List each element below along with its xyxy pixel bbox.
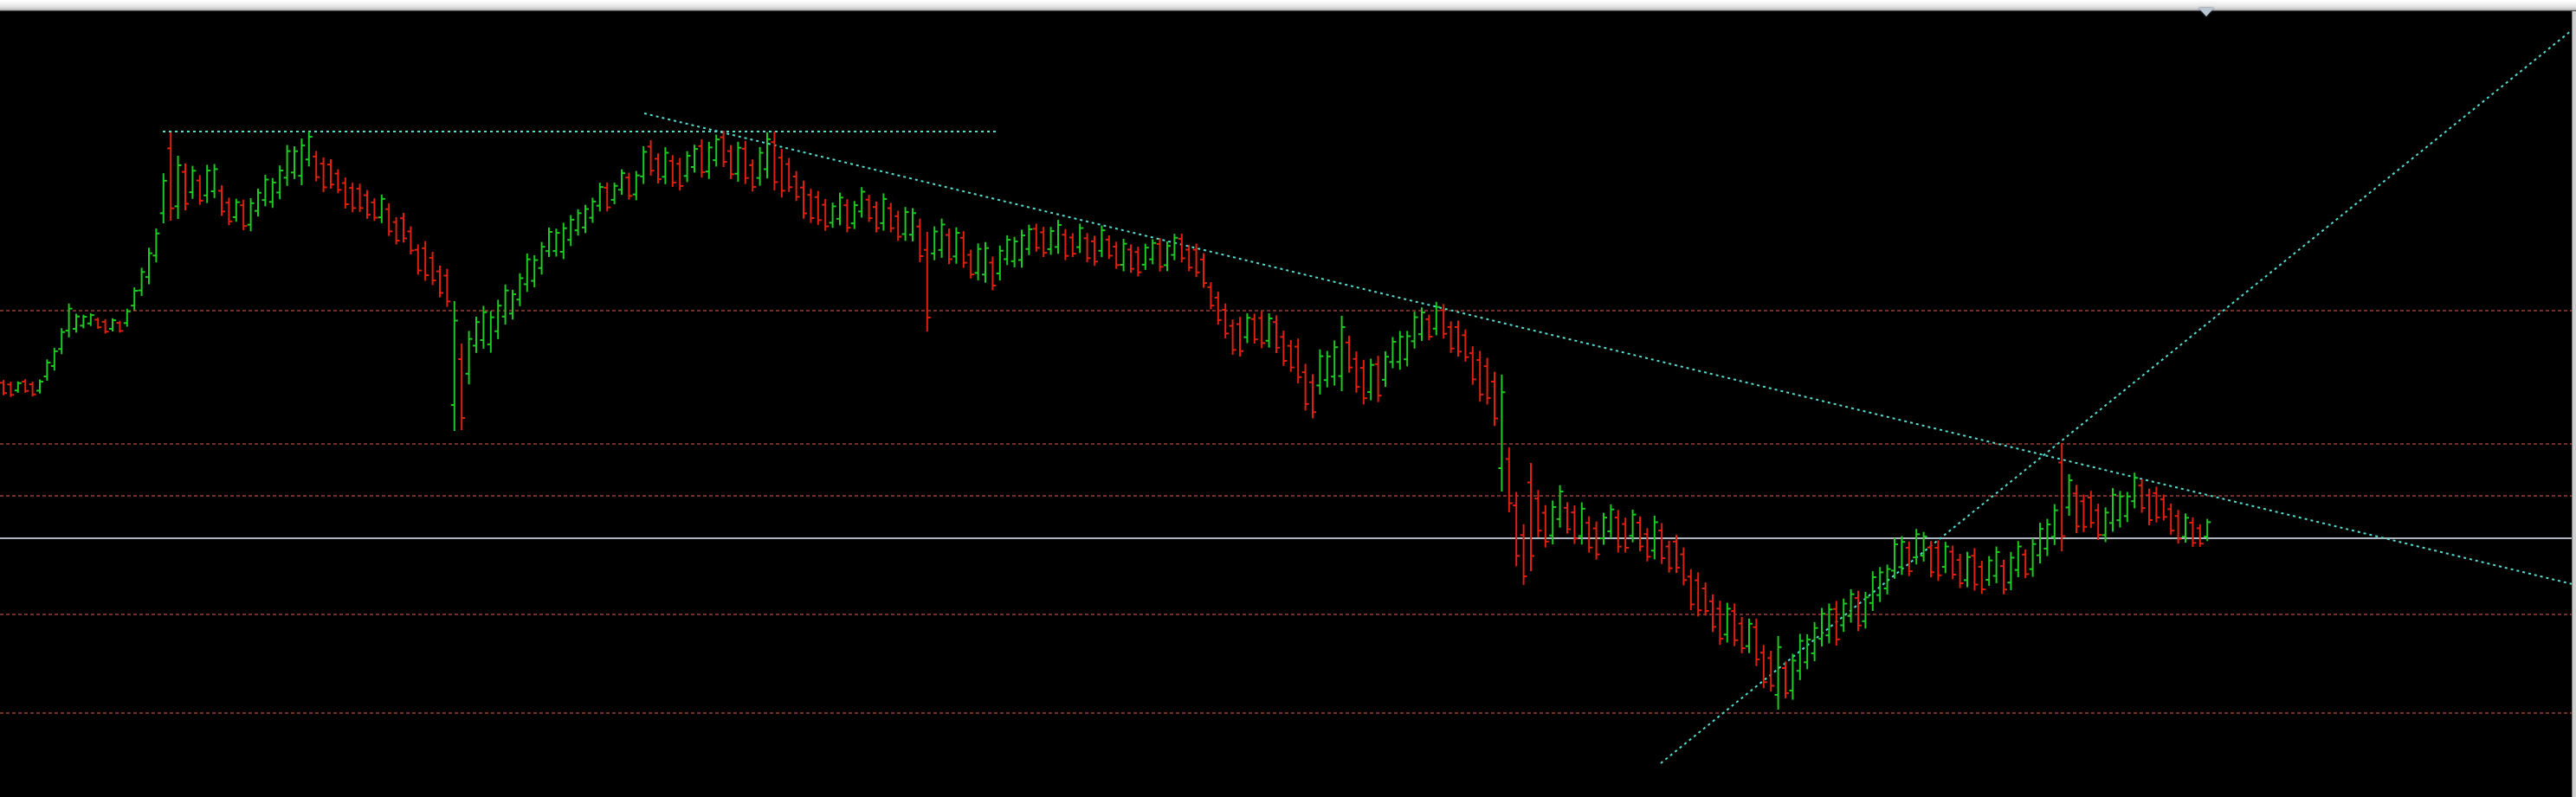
chart-scroll-track[interactable] (0, 0, 2576, 11)
window-right-edge-scrollbar[interactable] (2572, 0, 2576, 797)
trendlines[interactable] (163, 26, 2576, 764)
chart-position-marker-icon[interactable] (2198, 8, 2214, 16)
horizontal-levels[interactable] (0, 310, 2576, 714)
ohlc-bars (0, 131, 2211, 710)
ascending-trendline (1660, 26, 2576, 764)
descending-trendline (643, 112, 2576, 586)
